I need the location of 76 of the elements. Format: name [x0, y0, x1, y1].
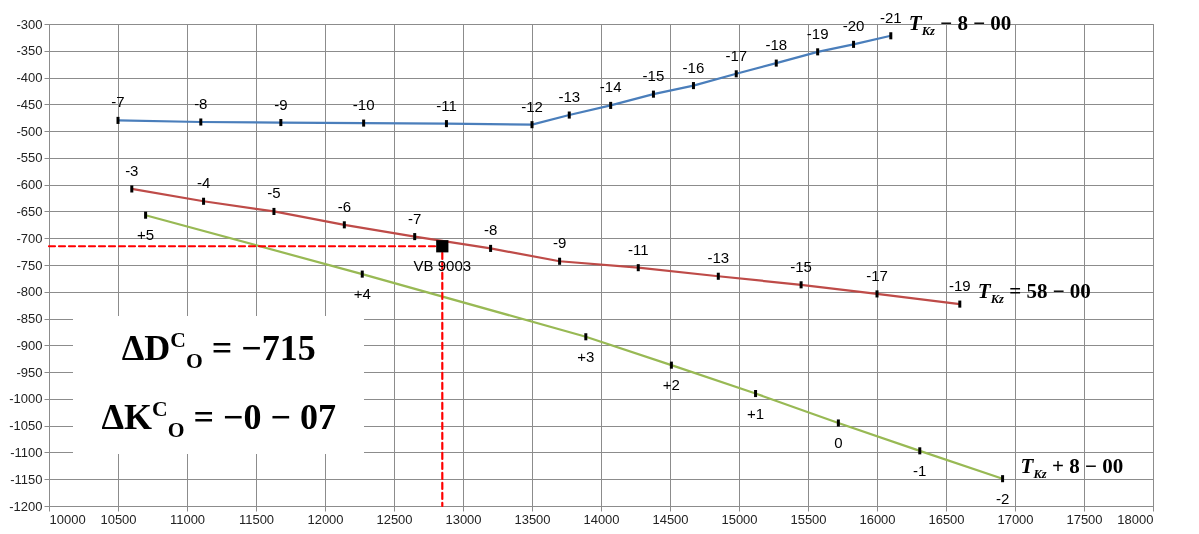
annotation: -12 [521, 97, 543, 115]
y-tick-label: -900 [16, 337, 43, 353]
y-tick-label: -850 [16, 311, 43, 327]
y-tick-label: -700 [16, 230, 43, 246]
annotation: -7 [111, 93, 125, 111]
x-tick-label: 15000 [721, 511, 758, 527]
annotation: -15 [790, 257, 812, 275]
annotation: -5 [267, 184, 281, 202]
x-tick-label: 16000 [859, 511, 896, 527]
x-tick-label: 11500 [238, 511, 275, 527]
y-tick-label: -350 [16, 43, 43, 59]
x-tick-label: 17500 [1066, 511, 1103, 527]
x-tick-label: 10500 [100, 511, 137, 527]
annotation: -8 [483, 221, 498, 239]
x-tick-label: 12000 [307, 511, 344, 527]
x-tick-label: 10000 [49, 511, 86, 527]
annotation: -13 [707, 249, 730, 267]
x-tick-label: 13500 [514, 511, 551, 527]
y-tick-label: -400 [16, 70, 43, 86]
x-tick-label: 14500 [652, 511, 689, 527]
annotation: -14 [599, 78, 622, 96]
y-tick-label: -600 [16, 177, 43, 193]
annotation: -11 [627, 240, 649, 258]
x-tick-label: 18000 [1117, 511, 1154, 527]
y-tick-label: -450 [16, 96, 43, 112]
series-label: T$_{Kz}$ + 8 − 00 [1020, 453, 1124, 481]
annotation: -18 [765, 36, 788, 54]
x-tick-label: 16500 [928, 511, 965, 527]
y-tick-label: -300 [16, 16, 43, 32]
y-tick-label: -500 [16, 123, 43, 139]
annotation: -17 [725, 46, 748, 64]
annotation: -17 [866, 266, 888, 284]
annotation: -11 [436, 96, 457, 114]
y-tick-label: -650 [16, 203, 43, 219]
x-tick-label: 11000 [169, 511, 206, 527]
x-tick-label: 17000 [997, 511, 1034, 527]
y-tick-label: -1050 [9, 418, 43, 434]
annotation: -3 [125, 161, 139, 179]
annotation: +1 [747, 404, 765, 422]
annotation: -16 [682, 58, 705, 76]
annotation: -7 [408, 209, 422, 227]
annotation: -13 [558, 88, 581, 106]
annotation: 0 [834, 433, 843, 451]
x-tick-label: 15500 [790, 511, 827, 527]
annotation: -9 [552, 234, 567, 252]
y-tick-label: -1000 [9, 391, 43, 407]
annotation: -15 [642, 67, 665, 85]
annotation: -19 [806, 24, 829, 42]
annotation: -21 [879, 8, 902, 26]
annotation: ΔD$^{C}$$_{O}$ = −715 [121, 326, 316, 374]
y-tick-label: -950 [16, 364, 43, 380]
annotation: +3 [577, 347, 595, 365]
y-tick-label: -800 [16, 284, 43, 300]
annotation: -4 [196, 174, 211, 192]
y-tick-label: -550 [16, 150, 43, 166]
x-tick-label: 13000 [445, 511, 482, 527]
annotation: -20 [842, 17, 865, 35]
y-tick-label: -1200 [9, 498, 43, 514]
series-label: T$_{Kz}$ − 8 − 00 [908, 10, 1012, 38]
annotation: -10 [352, 96, 375, 114]
annotation: -9 [274, 95, 288, 113]
annotation: +5 [137, 226, 155, 244]
annotation: +2 [662, 376, 680, 394]
annotation: -8 [194, 95, 208, 113]
annotation: ΔK$^{C}$$_{O}$ = −0 − 07 [101, 395, 336, 443]
annotation: -6 [337, 197, 351, 215]
annotation: +4 [353, 285, 371, 303]
series-label: T$_{Kz}$ = 58 − 00 [977, 279, 1091, 307]
annotation: -19 [948, 277, 971, 295]
y-tick-label: -1100 [10, 444, 43, 460]
y-tick-label: -1150 [10, 471, 43, 487]
annotation: -1 [913, 461, 927, 479]
annotation: -2 [995, 489, 1010, 507]
y-tick-label: -750 [16, 257, 43, 273]
x-tick-label: 12500 [376, 511, 413, 527]
x-tick-label: 14000 [583, 511, 620, 527]
